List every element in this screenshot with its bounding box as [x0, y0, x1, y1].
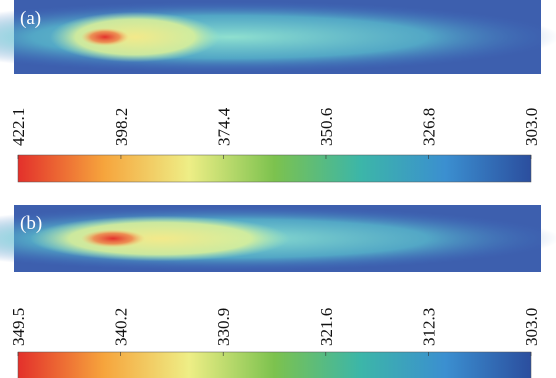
- colorbar-tick-label: 303.0: [522, 308, 541, 346]
- colorbar-tick-label: 422.1: [9, 108, 28, 146]
- colorbar-tick-label: 326.8: [419, 108, 438, 146]
- colorbar-tick-label: 350.6: [317, 108, 336, 146]
- panel-label: (b): [20, 213, 42, 234]
- colorbar-tick-label: 349.5: [9, 308, 28, 346]
- colorbar-tick-label: 374.4: [214, 107, 233, 146]
- panel-label: (a): [20, 8, 41, 29]
- heatmap: [0, 205, 556, 272]
- heatmap-hot: [81, 229, 145, 248]
- heatmap-warm: [50, 11, 220, 63]
- heatmap: [0, 0, 556, 74]
- colorbar-tick-label: 398.2: [112, 108, 131, 146]
- colorbar-tick-label: 303.0: [522, 108, 541, 146]
- colorbar: [17, 351, 532, 378]
- colorbar-tick-label: 312.3: [419, 308, 438, 346]
- heatmap-warm: [30, 215, 290, 262]
- colorbar-tick-label: 330.9: [214, 308, 233, 346]
- heatmap-hot: [81, 28, 129, 46]
- colorbar-tick-label: 340.2: [112, 308, 131, 346]
- colorbar: [17, 154, 532, 183]
- colorbar-tick-label: 321.6: [317, 308, 336, 346]
